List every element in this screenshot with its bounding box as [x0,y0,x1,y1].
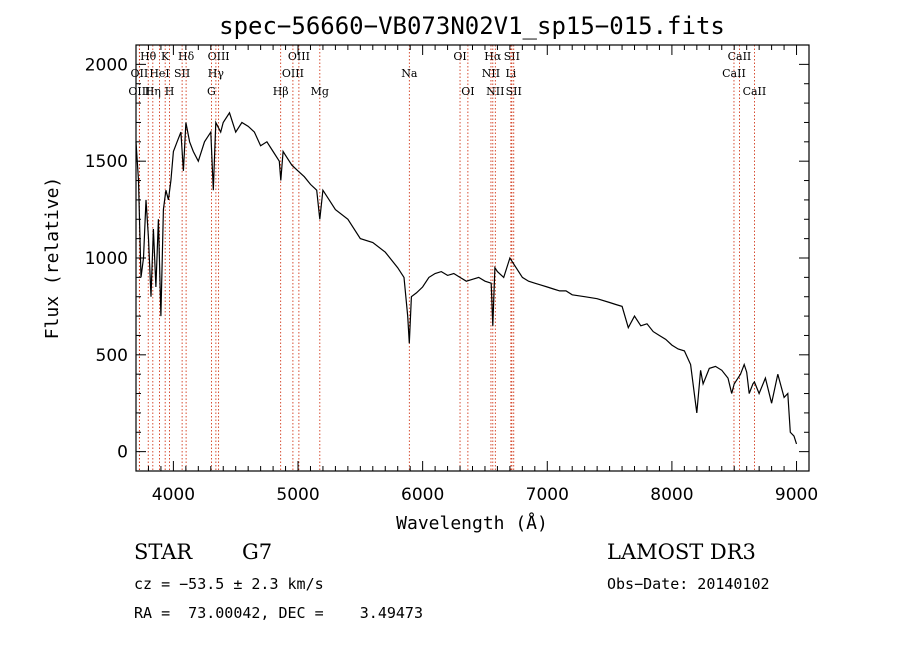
y-tick-label: 1000 [85,249,128,269]
line-marker-label: CaII [743,85,767,98]
x-tick-label: 6000 [401,485,444,505]
line-marker-label: OIII [288,50,310,63]
line-marker-label: Hθ [140,50,157,63]
line-marker-label: SII [174,67,190,80]
y-tick-label: 2000 [85,55,128,75]
line-marker-label: CaII [722,67,746,80]
plot-frame [135,44,810,472]
line-marker-label: OI [453,50,466,63]
line-marker-label: H [165,85,175,98]
line-marker-label: Hη [145,85,161,98]
line-marker-label: Li [505,67,516,80]
spectrum-series-line [135,111,798,445]
line-marker-label: CaII [728,50,752,63]
object-class: STAR [134,540,193,564]
x-tick-label: 5000 [276,485,319,505]
line-marker-label: Hγ [208,67,225,80]
x-tick-label: 9000 [775,485,818,505]
y-tick-label: 0 [117,443,128,463]
line-marker-label: OIII [282,67,304,80]
line-marker-label: G [207,85,216,98]
redshift-readout: cz = −53.5 ± 2.3 km/s [134,575,324,593]
y-tick-label: 1500 [85,152,128,172]
observation-date: Obs−Date: 20140102 [607,575,770,593]
line-marker-label: Na [401,67,418,80]
line-marker-label: OI [461,85,474,98]
line-marker-label: NII [486,85,504,98]
y-axis-label: Flux (relative) [42,177,63,340]
x-tick-label: 4000 [152,485,195,505]
line-marker-label: OIII [128,85,150,98]
x-axis: 4000 5000 6000 7000 8000 9000 [135,45,818,505]
x-tick-label: 7000 [526,485,569,505]
line-marker-label: OIII [208,50,230,63]
line-marker-label: K [161,50,170,63]
chart-title: spec−56660−VB073N02V1_sp15−015.fits [219,12,725,40]
x-tick-label: 8000 [650,485,693,505]
y-tick-label: 500 [96,346,128,366]
x-axis-label: Wavelength (Å) [396,512,548,534]
line-marker-label: Hα [484,50,502,63]
line-marker-label: Hβ [273,85,289,98]
line-marker-label: NII [482,67,500,80]
y-axis: 0 500 1000 1500 2000 [85,44,809,472]
line-marker-label: Hδ [178,50,195,63]
line-marker-label: SII [506,85,522,98]
line-marker-label: Mg [311,85,329,98]
series-layer [135,111,798,445]
survey-name: LAMOST DR3 [607,540,756,564]
coordinates-readout: RA = 73.00042, DEC = 3.49473 [134,604,423,622]
line-marker-label: HeI [149,67,169,80]
line-marker-label: SII [504,50,520,63]
object-subclass: G7 [242,540,273,564]
